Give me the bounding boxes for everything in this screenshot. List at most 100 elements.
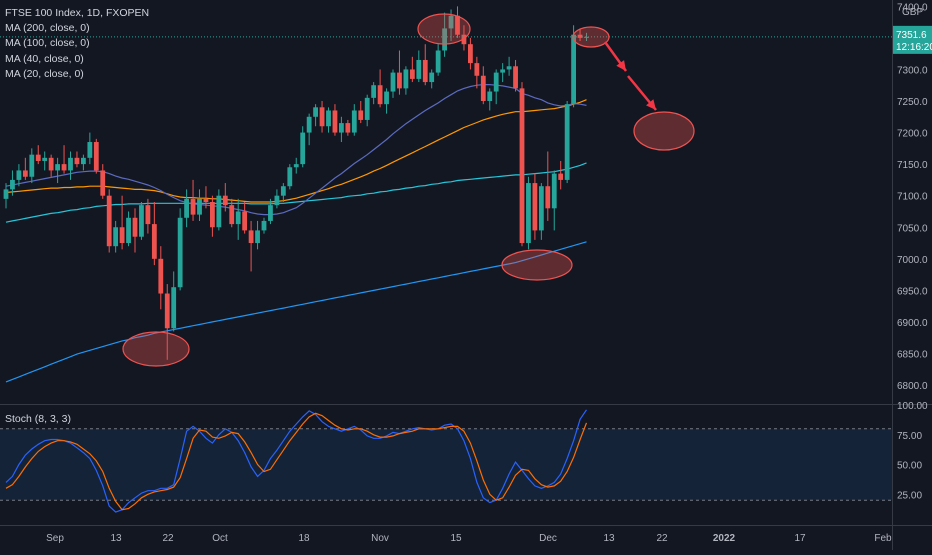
candle-body [326, 110, 331, 126]
candle-body [526, 183, 531, 243]
candle-body [565, 104, 570, 180]
y-tick-label: 6950.0 [897, 286, 928, 297]
chart-legend: FTSE 100 Index, 1D, FXOPEN MA (200, clos… [5, 6, 149, 82]
candle-body [481, 76, 486, 101]
x-tick-label: 15 [450, 533, 462, 544]
y-tick-label: 7000.0 [897, 255, 928, 266]
candle-body [468, 44, 473, 63]
candle-body [249, 230, 254, 243]
x-tick-label: 22 [162, 533, 174, 544]
candle-body [191, 199, 196, 215]
currency-label: GBP [902, 7, 923, 18]
candle-body [358, 110, 363, 119]
stoch-label: Stoch (8, 3, 3) [5, 413, 71, 425]
candle-body [62, 164, 67, 170]
candle-body [49, 158, 54, 171]
candle-body [204, 199, 209, 202]
candle-body [255, 230, 260, 243]
candle-body [133, 218, 138, 237]
stoch-y-tick-label: 75.00 [897, 431, 922, 442]
candle-body [287, 167, 292, 186]
candle-body [520, 88, 525, 243]
candle-body [391, 73, 396, 92]
candle-body [410, 69, 415, 78]
candle-body [371, 85, 376, 98]
candle-body [268, 205, 273, 221]
y-tick-label: 7050.0 [897, 223, 928, 234]
candle-body [94, 142, 99, 170]
candle-body [55, 164, 60, 170]
candle-body [107, 196, 112, 247]
candle-body [533, 183, 538, 230]
legend-ma100: MA (100, close, 0) [5, 36, 149, 51]
candle-body [307, 117, 312, 133]
candle-body [87, 142, 92, 158]
candle-body [571, 35, 576, 104]
candle-body [365, 98, 370, 120]
stoch-y-tick-label: 50.00 [897, 461, 922, 472]
candle-body [210, 202, 215, 227]
candle-body [42, 158, 47, 161]
candle-body [29, 155, 34, 177]
candle-body [429, 73, 434, 82]
candle-body [300, 133, 305, 165]
x-tick-label: 17 [794, 533, 806, 544]
stoch-y-tick-label: 25.00 [897, 490, 922, 501]
candle-body [146, 205, 151, 224]
candle-body [197, 199, 202, 215]
candle-body [474, 63, 479, 76]
x-tick-label: 22 [656, 533, 668, 544]
candle-body [552, 174, 557, 209]
x-tick-label: 13 [603, 533, 615, 544]
candle-body [113, 227, 118, 246]
y-tick-label: 6900.0 [897, 318, 928, 329]
candle-body [507, 66, 512, 69]
candle-body [500, 69, 505, 72]
y-tick-label: 7150.0 [897, 160, 928, 171]
candle-body [23, 170, 28, 176]
x-tick-label: Sep [46, 533, 64, 544]
y-tick-label: 7250.0 [897, 97, 928, 108]
candle-body [139, 205, 144, 237]
candle-body [339, 123, 344, 132]
legend-ma40: MA (40, close, 0) [5, 52, 149, 67]
candle-body [262, 221, 267, 230]
x-tick-label: Nov [371, 533, 389, 544]
candle-body [416, 60, 421, 79]
x-tick-label: 18 [298, 533, 310, 544]
candle-body [313, 107, 318, 116]
stoch-y-tick-label: 100.00 [897, 401, 928, 412]
candle-body [487, 92, 492, 101]
candle-body [10, 180, 15, 189]
candle-body [294, 164, 299, 167]
candle-body [158, 259, 163, 294]
y-tick-label: 7100.0 [897, 192, 928, 203]
annotation-ellipse [123, 332, 189, 366]
candle-body [384, 92, 389, 105]
legend-ma200: MA (200, close, 0) [5, 21, 149, 36]
candle-body [171, 287, 176, 328]
x-tick-label: 2022 [713, 533, 736, 544]
candle-body [436, 51, 441, 73]
annotation-ellipse [502, 250, 572, 280]
candle-body [229, 205, 234, 224]
candle-body [236, 211, 241, 224]
candle-body [423, 60, 428, 82]
candle-body [404, 69, 409, 88]
candle-body [352, 110, 357, 132]
y-tick-label: 6850.0 [897, 350, 928, 361]
candle-body [223, 196, 228, 205]
x-tick-label: 13 [110, 533, 122, 544]
candle-body [120, 227, 125, 243]
annotation-ellipse [573, 27, 609, 47]
candle-body [281, 186, 286, 195]
x-tick-label: Dec [539, 533, 557, 544]
candle-body [242, 211, 247, 230]
candle-body [165, 294, 170, 329]
annotation-ellipse [634, 112, 694, 150]
candle-body [320, 107, 325, 126]
x-tick-label: Feb [874, 533, 892, 544]
candle-body [216, 196, 221, 228]
candle-body [75, 158, 80, 164]
